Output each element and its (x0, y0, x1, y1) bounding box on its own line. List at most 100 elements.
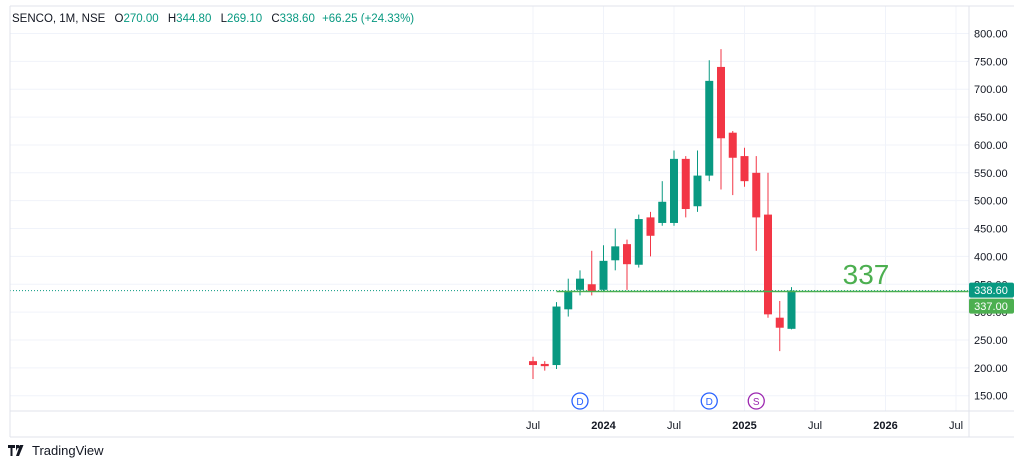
candle-body (599, 260, 608, 290)
x-tick-label: Jul (526, 420, 540, 432)
event-letter: D (706, 397, 713, 408)
candle (658, 181, 667, 226)
tradingview-branding[interactable]: TradingView (8, 443, 104, 458)
legend: SENCO, 1M, NSE O270.00 H344.80 L269.10 C… (12, 13, 414, 25)
candle (529, 356, 537, 379)
y-tick-label: 200.00 (974, 363, 1008, 375)
y-tick-label: 550.00 (974, 168, 1008, 180)
candle (611, 228, 620, 271)
event-circle (747, 392, 765, 410)
legend-change: +66.25 (+24.33%) (322, 13, 415, 25)
candle (717, 49, 725, 190)
candle-body (775, 317, 784, 328)
candle (787, 287, 796, 330)
last-price-label-bg (969, 282, 1014, 298)
candle-body (705, 80, 714, 176)
candle-body (740, 156, 749, 182)
candle-body (787, 290, 796, 329)
candle-body (587, 284, 596, 291)
line-price-label: 337.00 (969, 298, 1014, 314)
legend-low: 269.10 (226, 13, 263, 25)
axes: 150.00200.00250.00300.00350.00400.00450.… (9, 5, 1014, 438)
legend-close-label: C (271, 13, 280, 25)
legend-open-label: O (114, 13, 124, 25)
candle (681, 156, 690, 218)
y-tick-label: 250.00 (974, 335, 1008, 347)
tradingview-logo-icon (8, 445, 24, 456)
candle-body (764, 214, 772, 315)
legend-close: 338.60 (279, 13, 315, 25)
legend-open: 270.00 (123, 13, 159, 25)
x-tick-label: 2025 (732, 420, 756, 432)
candle (634, 214, 643, 268)
candle (752, 156, 761, 251)
last-price-label: 338.60 (969, 282, 1014, 298)
legend-high: 344.80 (176, 13, 212, 25)
legend-high-label: H (167, 13, 177, 25)
candle-body (552, 306, 561, 366)
candle (564, 278, 573, 317)
line-price-label-bg (969, 298, 1014, 314)
x-tick-label: 2024 (591, 420, 616, 432)
y-tick-label: 450.00 (974, 224, 1008, 236)
y-tick-label: 150.00 (974, 391, 1008, 403)
candle-body (670, 158, 678, 223)
candle-body (728, 132, 737, 158)
candle-body (646, 217, 655, 236)
candle-body (693, 175, 702, 207)
candle (540, 361, 549, 371)
y-tick-label: 500.00 (974, 196, 1008, 208)
dividend-event-marker[interactable]: D (571, 392, 589, 410)
legend-symbol: SENCO, 1M, NSE (12, 13, 106, 25)
dividend-event-marker[interactable]: D (700, 392, 718, 410)
candle (693, 150, 702, 212)
x-tick-label: Jul (667, 420, 681, 432)
candle-body (529, 361, 537, 366)
candle (587, 250, 596, 296)
x-tick-label: Jul (808, 420, 822, 432)
candle (623, 239, 631, 290)
event-circle (571, 392, 589, 410)
candle-body (623, 244, 631, 265)
candle (728, 131, 737, 196)
candle-body (611, 246, 620, 261)
candle-body (752, 172, 761, 218)
candles (529, 49, 796, 379)
x-tick-label: 2026 (873, 420, 897, 432)
candle-body (540, 363, 549, 367)
candle (599, 245, 608, 293)
candle (552, 302, 561, 369)
event-letter: D (576, 397, 583, 408)
y-tick-label: 600.00 (974, 140, 1008, 152)
candle-body (658, 201, 667, 223)
tradingview-brand: TradingView (32, 443, 104, 458)
candle-body (576, 278, 584, 290)
candle (764, 172, 772, 318)
candle-body (564, 290, 573, 310)
line-price-label-text: 337.00 (974, 301, 1008, 313)
annotation-text[interactable]: 337 (843, 259, 890, 290)
grid (10, 6, 969, 411)
candle-body (634, 219, 643, 265)
split-event-marker[interactable]: S (747, 392, 765, 410)
y-tick-label: 700.00 (974, 84, 1008, 96)
event-letter: S (753, 397, 760, 408)
legend-low-label: L (220, 13, 227, 25)
candle (775, 300, 784, 352)
candle (670, 150, 678, 226)
candle (705, 60, 714, 182)
event-circle (700, 392, 718, 410)
y-tick-label: 800.00 (974, 29, 1008, 41)
last-price-label-text: 338.60 (974, 285, 1008, 297)
y-tick-label: 750.00 (974, 56, 1008, 68)
candle-body (717, 66, 725, 139)
candle-body (681, 158, 690, 210)
y-tick-label: 650.00 (974, 112, 1008, 124)
candle (740, 147, 749, 187)
candle (646, 211, 655, 257)
price-labels: 338.60 337.00 (969, 282, 1014, 314)
x-tick-label: Jul (949, 420, 963, 432)
y-tick-label: 400.00 (974, 251, 1008, 263)
